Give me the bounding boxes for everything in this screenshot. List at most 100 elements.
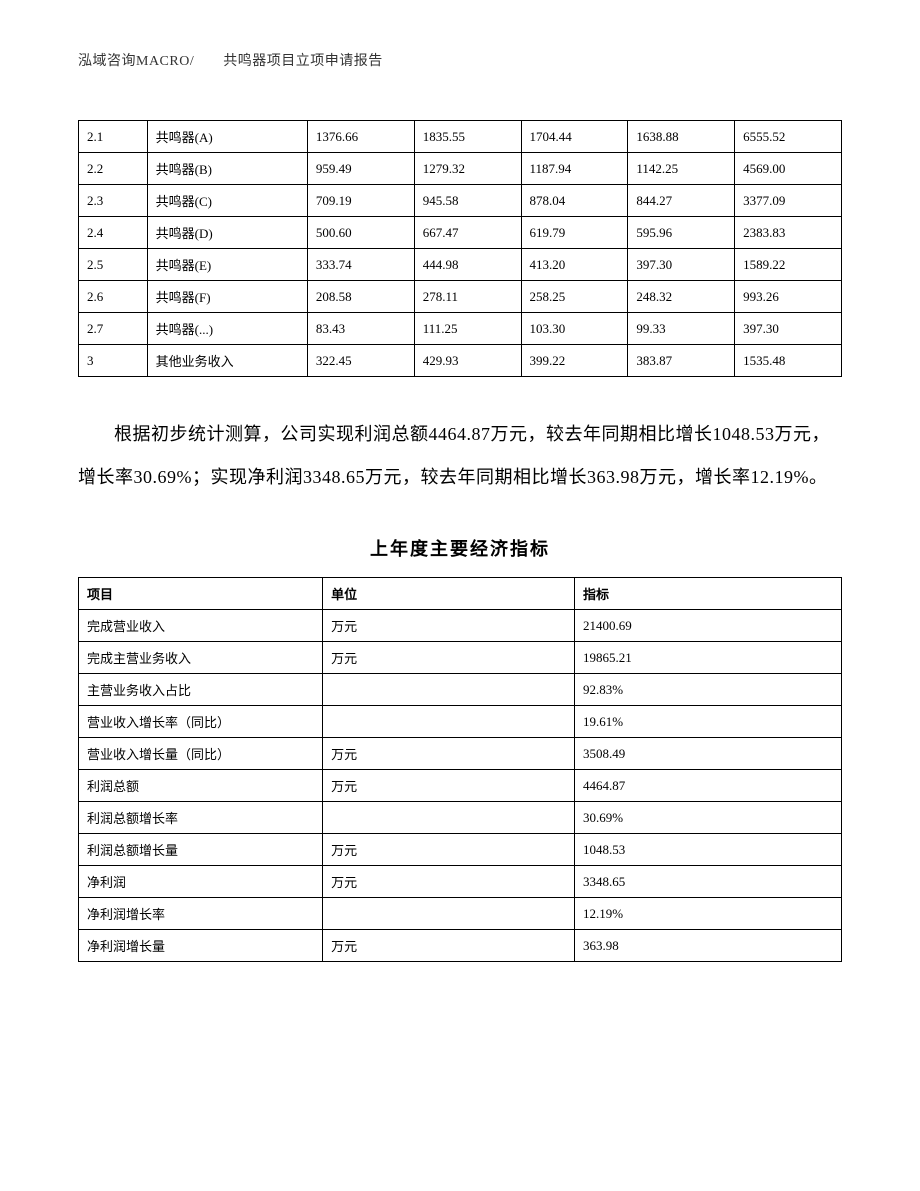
table-cell: 208.58 — [307, 281, 414, 313]
table-row: 利润总额万元4464.87 — [79, 770, 842, 802]
table-cell: 万元 — [323, 642, 575, 674]
table2-title: 上年度主要经济指标 — [78, 535, 842, 561]
table-row: 2.6共鸣器(F)208.58278.11258.25248.32993.26 — [79, 281, 842, 313]
table-cell: 共鸣器(F) — [147, 281, 307, 313]
table-row: 净利润增长量万元363.98 — [79, 930, 842, 962]
table-cell: 共鸣器(...) — [147, 313, 307, 345]
table-cell: 2.5 — [79, 249, 148, 281]
table-cell: 共鸣器(A) — [147, 121, 307, 153]
table-cell: 万元 — [323, 930, 575, 962]
table-cell: 945.58 — [414, 185, 521, 217]
table-cell: 3508.49 — [574, 738, 841, 770]
table-cell: 413.20 — [521, 249, 628, 281]
table2-header-item: 指标 — [574, 578, 841, 610]
table-cell: 营业收入增长量（同比） — [79, 738, 323, 770]
table-cell: 3377.09 — [735, 185, 842, 217]
table-cell — [323, 802, 575, 834]
table-cell: 共鸣器(E) — [147, 249, 307, 281]
table-cell: 500.60 — [307, 217, 414, 249]
table-cell: 2.2 — [79, 153, 148, 185]
table-cell: 营业收入增长率（同比） — [79, 706, 323, 738]
table-cell: 397.30 — [628, 249, 735, 281]
table-cell: 444.98 — [414, 249, 521, 281]
table-cell — [323, 706, 575, 738]
table-cell: 万元 — [323, 866, 575, 898]
table-cell: 19.61% — [574, 706, 841, 738]
table-cell: 万元 — [323, 834, 575, 866]
table-cell: 667.47 — [414, 217, 521, 249]
table-cell: 4569.00 — [735, 153, 842, 185]
table-cell: 322.45 — [307, 345, 414, 377]
table-cell: 共鸣器(B) — [147, 153, 307, 185]
table-row: 营业收入增长率（同比） 19.61% — [79, 706, 842, 738]
table-cell: 19865.21 — [574, 642, 841, 674]
table-cell: 1279.32 — [414, 153, 521, 185]
table-cell: 878.04 — [521, 185, 628, 217]
table-cell: 2383.83 — [735, 217, 842, 249]
table-cell: 完成主营业务收入 — [79, 642, 323, 674]
table2-header-item: 项目 — [79, 578, 323, 610]
table-cell: 共鸣器(C) — [147, 185, 307, 217]
table-cell: 主营业务收入占比 — [79, 674, 323, 706]
table-cell: 2.3 — [79, 185, 148, 217]
table-cell: 2.7 — [79, 313, 148, 345]
table-cell: 1835.55 — [414, 121, 521, 153]
revenue-table: 2.1共鸣器(A)1376.661835.551704.441638.88655… — [78, 120, 842, 377]
table-row: 净利润万元3348.65 — [79, 866, 842, 898]
table-row: 2.5共鸣器(E)333.74444.98413.20397.301589.22 — [79, 249, 842, 281]
table-cell: 利润总额增长量 — [79, 834, 323, 866]
table-cell: 3 — [79, 345, 148, 377]
table-cell: 83.43 — [307, 313, 414, 345]
table-cell: 111.25 — [414, 313, 521, 345]
table-cell: 万元 — [323, 738, 575, 770]
table-cell: 258.25 — [521, 281, 628, 313]
table-row: 主营业务收入占比 92.83% — [79, 674, 842, 706]
table2-header-item: 单位 — [323, 578, 575, 610]
table-cell: 1704.44 — [521, 121, 628, 153]
table-cell: 利润总额增长率 — [79, 802, 323, 834]
table-cell: 709.19 — [307, 185, 414, 217]
table-row: 2.3共鸣器(C)709.19945.58878.04844.273377.09 — [79, 185, 842, 217]
table-cell: 完成营业收入 — [79, 610, 323, 642]
table-cell: 333.74 — [307, 249, 414, 281]
table-cell: 399.22 — [521, 345, 628, 377]
table-row: 2.4共鸣器(D)500.60667.47619.79595.962383.83 — [79, 217, 842, 249]
table-cell: 1589.22 — [735, 249, 842, 281]
table-cell: 99.33 — [628, 313, 735, 345]
table-cell: 619.79 — [521, 217, 628, 249]
table-cell: 万元 — [323, 770, 575, 802]
table-row: 2.2共鸣器(B)959.491279.321187.941142.254569… — [79, 153, 842, 185]
table-cell — [323, 898, 575, 930]
table-row: 完成主营业务收入万元19865.21 — [79, 642, 842, 674]
table-cell: 248.32 — [628, 281, 735, 313]
table-row: 利润总额增长量万元1048.53 — [79, 834, 842, 866]
table-cell: 净利润增长率 — [79, 898, 323, 930]
table-cell: 1048.53 — [574, 834, 841, 866]
table-row: 3其他业务收入322.45429.93399.22383.871535.48 — [79, 345, 842, 377]
table-cell: 万元 — [323, 610, 575, 642]
table-cell: 1638.88 — [628, 121, 735, 153]
table1-body: 2.1共鸣器(A)1376.661835.551704.441638.88655… — [79, 121, 842, 377]
table-row: 2.7共鸣器(...)83.43111.25103.3099.33397.30 — [79, 313, 842, 345]
table-cell: 12.19% — [574, 898, 841, 930]
table-cell: 共鸣器(D) — [147, 217, 307, 249]
table-cell: 3348.65 — [574, 866, 841, 898]
table-cell: 429.93 — [414, 345, 521, 377]
table-row: 完成营业收入万元21400.69 — [79, 610, 842, 642]
table-row: 利润总额增长率30.69% — [79, 802, 842, 834]
table-cell: 92.83% — [574, 674, 841, 706]
table-row: 营业收入增长量（同比）万元3508.49 — [79, 738, 842, 770]
table-cell: 2.1 — [79, 121, 148, 153]
table-cell: 1376.66 — [307, 121, 414, 153]
table-cell: 1187.94 — [521, 153, 628, 185]
table2-body: 项目 单位 指标 完成营业收入万元21400.69完成主营业务收入万元19865… — [79, 578, 842, 962]
table-cell: 2.6 — [79, 281, 148, 313]
indicators-table: 项目 单位 指标 完成营业收入万元21400.69完成主营业务收入万元19865… — [78, 577, 842, 962]
table-cell: 959.49 — [307, 153, 414, 185]
page-header: 泓域咨询MACRO/ 共鸣器项目立项申请报告 — [78, 50, 842, 70]
table-cell: 1535.48 — [735, 345, 842, 377]
table-cell: 595.96 — [628, 217, 735, 249]
table-cell: 6555.52 — [735, 121, 842, 153]
table-cell: 其他业务收入 — [147, 345, 307, 377]
table-cell: 103.30 — [521, 313, 628, 345]
